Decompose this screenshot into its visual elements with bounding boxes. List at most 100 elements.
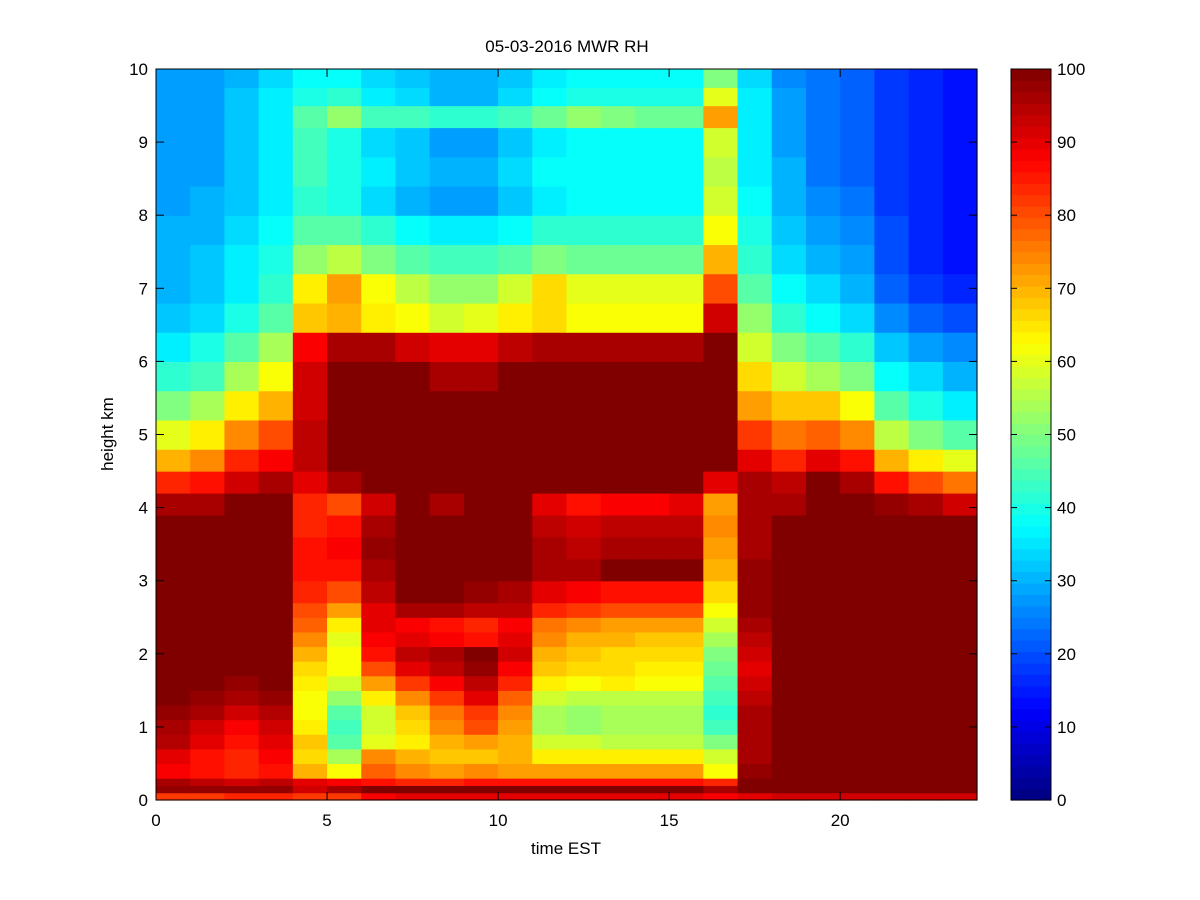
heatmap-cell — [532, 69, 568, 88]
heatmap-cell — [498, 332, 533, 362]
heatmap-cell — [532, 617, 568, 633]
heatmap-cell — [566, 302, 602, 333]
heatmap-cell — [156, 675, 191, 691]
heatmap-cell — [156, 719, 191, 735]
heatmap-cell — [737, 449, 773, 472]
heatmap-cell — [737, 471, 773, 494]
y-tick-label: 10 — [129, 60, 148, 79]
heatmap-cell — [737, 390, 773, 421]
heatmap-cell — [463, 215, 499, 246]
heatmap-cell — [224, 185, 260, 216]
heatmap-cell — [224, 471, 260, 494]
colorbar-segment — [1011, 286, 1051, 299]
heatmap-cell — [942, 778, 978, 786]
heatmap-cell — [908, 492, 944, 516]
heatmap-cell — [942, 558, 978, 582]
heatmap-cell — [908, 361, 944, 392]
heatmap-cell — [874, 419, 910, 450]
heatmap-cell — [600, 748, 636, 765]
heatmap-cell — [669, 763, 704, 779]
heatmap-cell — [566, 244, 602, 275]
heatmap-cell — [532, 785, 568, 794]
heatmap-cell — [771, 602, 807, 618]
heatmap-cell — [156, 215, 191, 246]
heatmap-cell — [224, 675, 260, 691]
colorbar-segment — [1011, 343, 1051, 356]
heatmap-cell — [498, 390, 533, 421]
heatmap-cell — [190, 273, 226, 304]
heatmap-cell — [224, 390, 260, 421]
colorbar-segment — [1011, 320, 1051, 333]
heatmap-cell — [703, 602, 739, 618]
heatmap-cell — [532, 675, 568, 691]
colorbar: 0 10 20 30 40 50 60 70 80 90 100 — [1010, 60, 1085, 810]
heatmap-cell — [224, 602, 260, 618]
heatmap-cell — [395, 332, 431, 362]
heatmap-cell — [874, 646, 910, 662]
heatmap-cell — [771, 471, 807, 494]
heatmap-cell — [327, 492, 362, 516]
heatmap-cell — [224, 646, 260, 662]
heatmap-cell — [327, 514, 362, 538]
heatmap-cell — [190, 105, 226, 129]
colorbar-tick-label: 10 — [1057, 718, 1076, 737]
y-tick-label: 9 — [139, 133, 148, 152]
heatmap-cell — [190, 763, 226, 779]
colorbar-segment — [1011, 388, 1051, 401]
heatmap-cell — [327, 156, 362, 187]
heatmap-cell — [395, 449, 431, 472]
heatmap-cell — [805, 675, 841, 691]
heatmap-cell — [190, 69, 226, 88]
heatmap-cell — [600, 792, 636, 801]
heatmap-cell — [532, 646, 568, 662]
colorbar-segment — [1011, 491, 1051, 504]
heatmap-cell — [840, 719, 875, 735]
heatmap-cell — [361, 748, 397, 765]
colorbar-tick-label: 40 — [1057, 499, 1076, 518]
heatmap-cell — [942, 661, 978, 677]
heatmap-cell — [771, 675, 807, 691]
heatmap-cell — [908, 273, 944, 304]
heatmap-cell — [156, 778, 191, 786]
heatmap-cell — [703, 719, 739, 735]
heatmap-cell — [566, 778, 602, 786]
heatmap-cell — [669, 390, 704, 421]
x-tick-label: 10 — [489, 811, 508, 830]
heatmap-cell — [292, 361, 328, 392]
heatmap-cell — [327, 778, 362, 786]
heatmap-cell — [566, 631, 602, 648]
heatmap-cell — [327, 244, 362, 275]
heatmap-cell — [292, 785, 328, 794]
heatmap-cell — [327, 69, 362, 88]
heatmap-cell — [942, 580, 978, 604]
heatmap-cell — [327, 675, 362, 691]
heatmap-cell — [361, 332, 397, 362]
heatmap-cell — [840, 646, 875, 662]
heatmap-cell — [258, 87, 294, 107]
heatmap-cell — [669, 244, 704, 275]
colorbar-segment — [1011, 103, 1051, 116]
heatmap-cell — [327, 390, 362, 421]
heatmap-cell — [908, 719, 944, 735]
colorbar-segment — [1011, 171, 1051, 184]
heatmap-cell — [600, 127, 636, 158]
heatmap-cell — [600, 215, 636, 246]
heatmap-cell — [292, 273, 328, 304]
heatmap-cell — [395, 719, 431, 735]
heatmap-cell — [327, 748, 362, 765]
heatmap-cell — [942, 185, 978, 216]
heatmap-cell — [498, 748, 533, 765]
heatmap-cell — [190, 631, 226, 648]
heatmap-cell — [771, 690, 807, 706]
heatmap-cell — [908, 302, 944, 333]
heatmap-cell — [395, 514, 431, 538]
heatmap-cell — [224, 514, 260, 538]
heatmap-cell — [532, 514, 568, 538]
heatmap-cell — [532, 558, 568, 582]
colorbar-segment — [1011, 697, 1051, 710]
heatmap-cell — [224, 719, 260, 735]
heatmap-cell — [463, 792, 499, 801]
heatmap-cell — [669, 785, 704, 794]
heatmap-cell — [429, 127, 465, 158]
colorbar-segment — [1011, 480, 1051, 493]
